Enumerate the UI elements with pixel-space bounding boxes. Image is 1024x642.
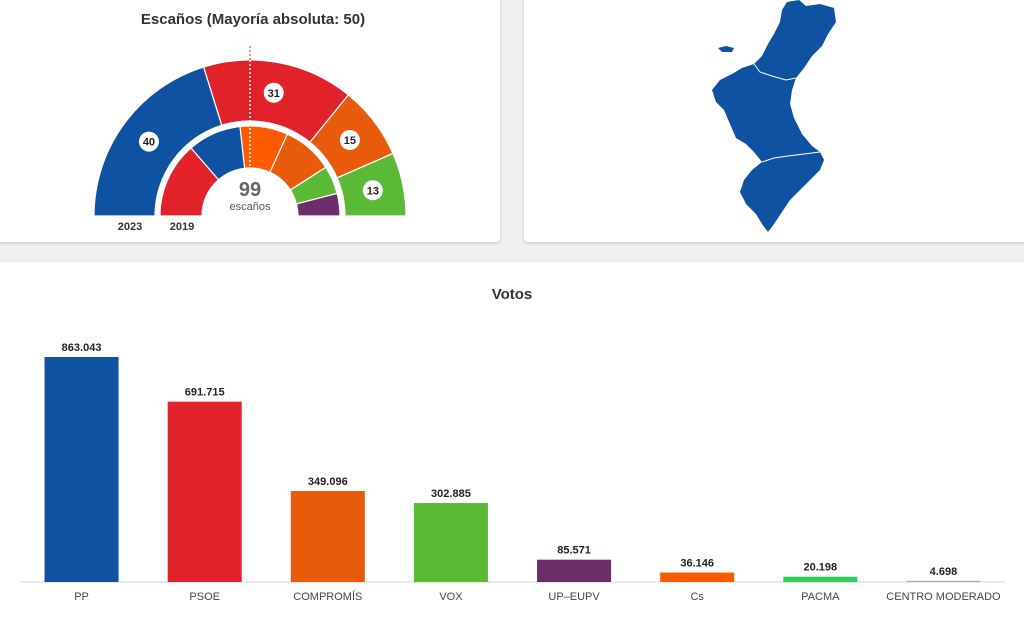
vote-data-label: 85.571	[557, 545, 591, 557]
vote-bar-up-eupv[interactable]	[537, 559, 612, 582]
map-region-castellon[interactable]	[754, 0, 836, 80]
seat-label-badge	[339, 129, 360, 150]
category-label: VOX	[439, 591, 463, 603]
vote-data-label: 36.146	[680, 558, 714, 570]
map-region-alicante[interactable]	[740, 152, 824, 232]
vote-data-label: 302.885	[431, 488, 471, 500]
vote-bar-compromis[interactable]	[290, 490, 365, 582]
category-label: UP–EUPV	[548, 591, 600, 603]
seat-count-label: 13	[367, 185, 379, 197]
vote-data-label: 691.715	[185, 387, 225, 399]
category-label: Cs	[690, 591, 704, 603]
vote-bar-pp[interactable]	[44, 357, 119, 582]
seats-chart-title: Escaños (Mayoría absoluta: 50)	[140, 11, 366, 28]
map-region-valencia[interactable]	[712, 64, 820, 162]
vote-bar-cs[interactable]	[660, 572, 735, 582]
seat-count-label: 31	[268, 88, 280, 100]
category-label: PSOE	[189, 591, 220, 603]
year-label-inner: 2019	[170, 221, 194, 233]
seat-count-label: 40	[143, 137, 155, 149]
category-label: CENTRO MODERADO	[886, 591, 1001, 603]
votes-card: Votos 863.043 PP 691.715 PSOE 349.096 COMPROM…	[0, 262, 1024, 642]
vote-bar-psoe[interactable]	[167, 401, 242, 582]
seat-label-badge	[138, 131, 159, 152]
seat-label-badge	[362, 180, 383, 201]
vote-data-label: 863.043	[62, 342, 102, 354]
votes-chart-title: Votos	[491, 286, 533, 303]
map-islet	[718, 46, 734, 52]
region-map[interactable]	[524, 0, 1024, 242]
vote-data-label: 349.096	[308, 476, 348, 488]
total-seats: 99	[239, 179, 261, 201]
vote-bar-centro-moderado[interactable]	[906, 580, 981, 582]
category-label: PACMA	[801, 591, 840, 603]
map-border-castellon-valencia	[753, 63, 797, 81]
total-seats-label: escaños	[230, 201, 271, 213]
category-label: PP	[74, 591, 89, 603]
vote-bar-vox[interactable]	[413, 503, 488, 582]
seats-card: Escaños (Mayoría absoluta: 50) 40 31 15 13 9…	[0, 0, 500, 242]
map-card	[524, 0, 1024, 242]
year-label-outer: 2023	[118, 221, 142, 233]
map-border-valencia-alicante	[761, 151, 821, 163]
vote-bar-pacma[interactable]	[783, 576, 858, 582]
vote-data-label: 4.698	[930, 566, 958, 578]
category-label: COMPROMÍS	[293, 590, 362, 603]
seat-count-label: 15	[344, 135, 356, 147]
seat-arc-2019-up-eupv[interactable]	[295, 192, 341, 217]
votes-bar-chart: 863.043 PP 691.715 PSOE 349.096 COMPROMÍS 302.…	[20, 342, 1005, 603]
vote-data-label: 20.198	[803, 562, 837, 574]
seat-label-badge	[263, 82, 284, 103]
